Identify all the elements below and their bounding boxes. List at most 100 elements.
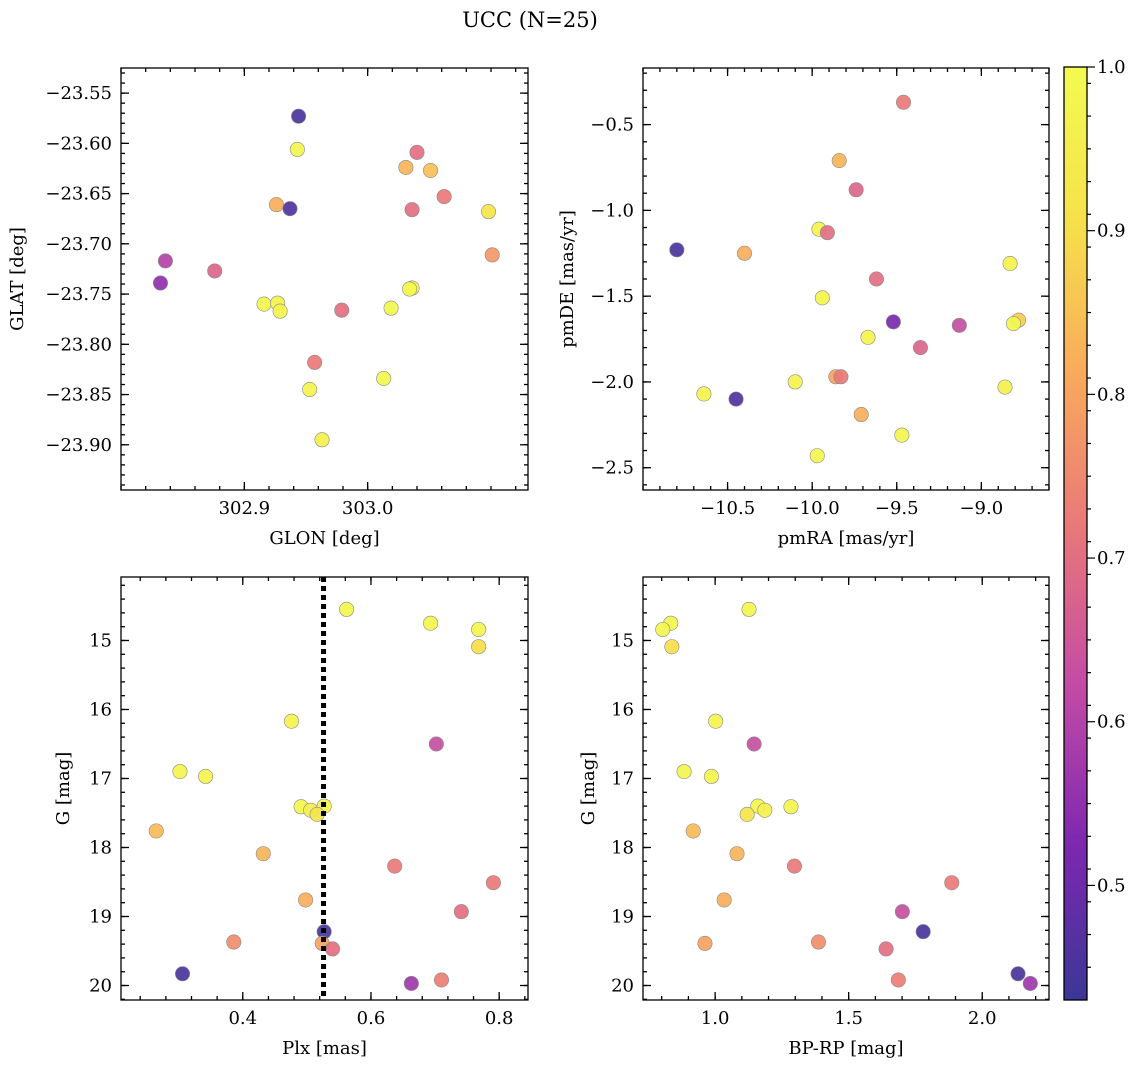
x-tick-label: 0.4 [228, 1008, 257, 1029]
axes-frame [120, 67, 529, 491]
scatter-point [423, 615, 439, 631]
scatter-point [428, 736, 444, 752]
x-tick-label: 1.5 [834, 1008, 863, 1029]
scatter-point [716, 892, 732, 908]
y-tick-label: −23.70 [45, 234, 112, 255]
scatter-point [757, 802, 773, 818]
scatter-point [896, 94, 912, 110]
scatter-point [325, 941, 341, 957]
y-tick-label: −23.65 [45, 184, 112, 205]
y-axis-label: GLAT [deg] [7, 227, 28, 331]
scatter-point [685, 823, 701, 839]
y-axis-label: G [mag] [53, 752, 74, 825]
scatter-point [481, 204, 497, 220]
scatter-point [669, 242, 685, 258]
scatter-point [810, 934, 826, 950]
scatter-point [282, 201, 298, 217]
scatter-point [728, 391, 744, 407]
plx-g-panel: 0.4 0.6 0.8 15 16 17 18 19 20 Plx [mas] G [mag] [53, 576, 529, 1059]
scatter-point [339, 601, 355, 617]
cmd-panel: 1.0 1.5 2.0 15 16 17 18 19 20 BP-RP [mag] G [mag] [578, 576, 1050, 1059]
scatter-point [746, 736, 762, 752]
colorbar-tick-label: 0.8 [1097, 384, 1126, 405]
y-tick-label: −23.90 [45, 435, 112, 456]
x-axis-label: GLON [deg] [269, 528, 379, 549]
y-tick-label: 16 [89, 699, 112, 720]
x-tick-label: 0.6 [357, 1008, 386, 1029]
scatter-point [484, 247, 500, 263]
scatter-point [878, 941, 894, 957]
scatter-point [868, 271, 884, 287]
scatter-point [404, 202, 420, 218]
scatter-point [894, 904, 910, 920]
x-axis-label: pmRA [mas/yr] [778, 528, 915, 549]
scatter-points [152, 108, 500, 448]
scatter-point [298, 892, 314, 908]
scatter-point [402, 281, 418, 297]
scatter-point [485, 875, 501, 891]
scatter-point [997, 379, 1013, 395]
scatter-points [148, 601, 501, 991]
scatter-point [814, 290, 830, 306]
scatter-point [157, 253, 173, 269]
scatter-point [453, 904, 469, 920]
scatter-point [387, 858, 403, 874]
scatter-point [708, 713, 724, 729]
y-tick-label: 20 [89, 976, 112, 997]
x-tick-label: −10.5 [700, 498, 755, 519]
scatter-point [1022, 975, 1038, 991]
scatter-point [255, 846, 271, 862]
x-tick-label: −9.5 [875, 498, 919, 519]
scatter-point [334, 302, 350, 318]
x-tick-label: 2.0 [968, 1008, 997, 1029]
scatter-point [403, 975, 419, 991]
scatter-point [890, 972, 906, 988]
scatter-point [1005, 316, 1021, 332]
axes-frame [642, 576, 1050, 1001]
y-tick-label: −23.85 [45, 385, 112, 406]
scatter-point [860, 329, 876, 345]
scatter-point [226, 934, 242, 950]
axes-frame [120, 576, 529, 1001]
y-tick-label: 15 [89, 630, 112, 651]
scatter-point [314, 432, 330, 448]
scatter-point [951, 317, 967, 333]
colorbar-frame [1063, 66, 1088, 1001]
scatter-point [853, 407, 869, 423]
scatter-point [697, 935, 713, 951]
scatter-point [833, 369, 849, 385]
scatter-point [696, 386, 712, 402]
scatter-point [736, 245, 752, 261]
scatter-point [739, 806, 755, 822]
scatter-point [885, 314, 901, 330]
scatter-point [809, 448, 825, 464]
y-tick-label: −1.0 [590, 200, 634, 221]
scatter-point [915, 924, 931, 940]
colorbar-tick-label: 0.6 [1097, 712, 1126, 733]
figure-title: UCC (N=25) [462, 8, 598, 32]
scatter-point [291, 108, 307, 124]
scatter-point [831, 153, 847, 169]
scatter-point [198, 768, 214, 784]
y-tick-label: −0.5 [590, 115, 634, 136]
scatter-point [256, 296, 272, 312]
x-tick-label: 303.0 [342, 498, 394, 519]
scatter-point [398, 159, 414, 175]
scatter-point [272, 303, 288, 319]
y-tick-label: −2.0 [590, 372, 634, 393]
y-tick-label: −23.60 [45, 133, 112, 154]
scatter-point [471, 639, 487, 655]
scatter-point [383, 300, 399, 316]
scatter-point [471, 621, 487, 637]
y-tick-label: −2.5 [590, 458, 634, 479]
scatter-point [848, 182, 864, 198]
scatter-point [787, 374, 803, 390]
colorbar-tick-label: 0.7 [1097, 548, 1126, 569]
scatter-point [433, 972, 449, 988]
y-axis-label: pmDE [mas/yr] [557, 210, 578, 348]
scatter-point [741, 601, 757, 617]
scatter-points [655, 601, 1038, 991]
scatter-point [1010, 966, 1026, 982]
colorbar-tick-label: 1.0 [1097, 57, 1126, 78]
